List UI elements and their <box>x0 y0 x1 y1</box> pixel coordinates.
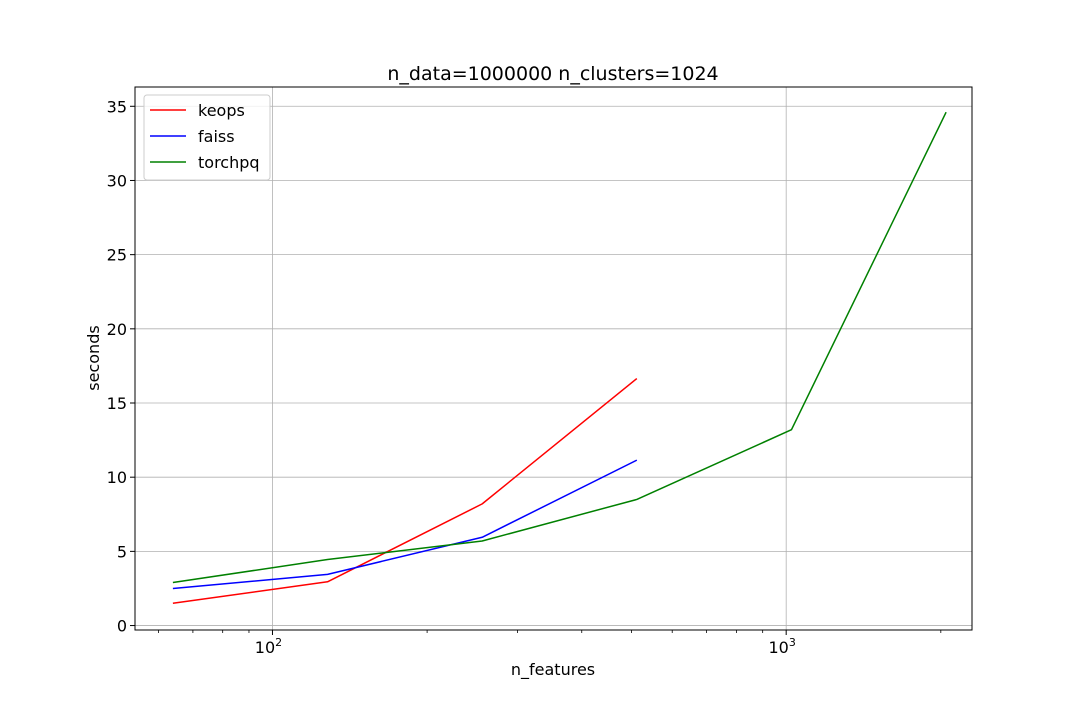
y-tick-label: 35 <box>107 97 127 116</box>
x-tick-label: 102 <box>255 636 282 657</box>
y-tick-label: 30 <box>107 171 127 190</box>
legend-label-torchpq: torchpq <box>198 153 260 172</box>
legend-label-faiss: faiss <box>198 127 235 146</box>
y-tick-label: 25 <box>107 246 127 265</box>
series-lines <box>172 111 947 605</box>
y-tick-label: 0 <box>117 617 127 636</box>
series-line-torchpq <box>172 111 947 584</box>
grid <box>135 87 972 630</box>
y-axis-label: seconds <box>84 325 103 390</box>
y-tick-label: 5 <box>117 542 127 561</box>
chart-title: n_data=1000000 n_clusters=1024 <box>387 63 718 85</box>
legend-box <box>143 94 271 181</box>
series-line-faiss <box>172 459 638 590</box>
legend: keops faiss torchpq <box>143 94 271 181</box>
x-axis-label: n_features <box>511 660 595 680</box>
plot-area-frame <box>134 86 973 631</box>
x-tick-label: 103 <box>768 636 795 657</box>
axis-ticks: 0 5 10 15 20 25 30 35 102 103 <box>107 97 942 657</box>
y-tick-label: 15 <box>107 394 127 413</box>
y-tick-label: 10 <box>107 468 127 487</box>
series-line-keops <box>172 377 638 605</box>
y-tick-label: 20 <box>107 320 127 339</box>
legend-label-keops: keops <box>198 101 245 120</box>
